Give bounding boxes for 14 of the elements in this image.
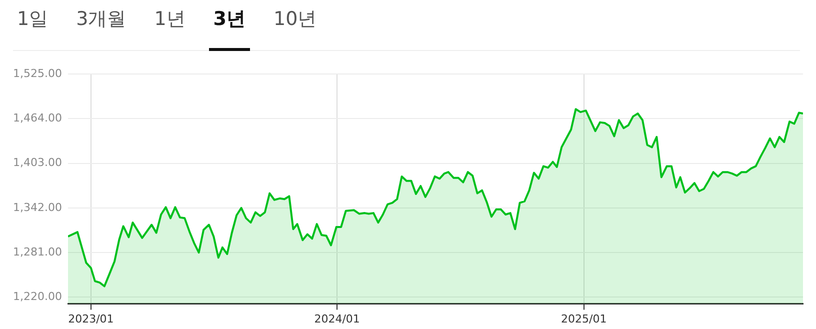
text: 10년	[274, 8, 317, 30]
y-tick-label: 1,220.00	[13, 290, 62, 304]
x-tick-label: 2025/01	[560, 312, 607, 326]
text: 1년	[154, 8, 186, 30]
y-tick-label: 1,342.00	[13, 200, 62, 214]
y-tick-label: 1,403.00	[13, 156, 62, 170]
x-tick-label: 2024/01	[314, 312, 360, 326]
y-tick-label: 1,525.00	[13, 66, 62, 80]
y-tick-label: 1,281.00	[13, 245, 62, 258]
x-tick-label: 2023/01	[68, 312, 114, 326]
text: 1일	[17, 8, 48, 30]
y-tick-label: 1,464.00	[13, 112, 62, 124]
text: 3개월	[76, 8, 126, 30]
text: 3년	[213, 8, 246, 30]
